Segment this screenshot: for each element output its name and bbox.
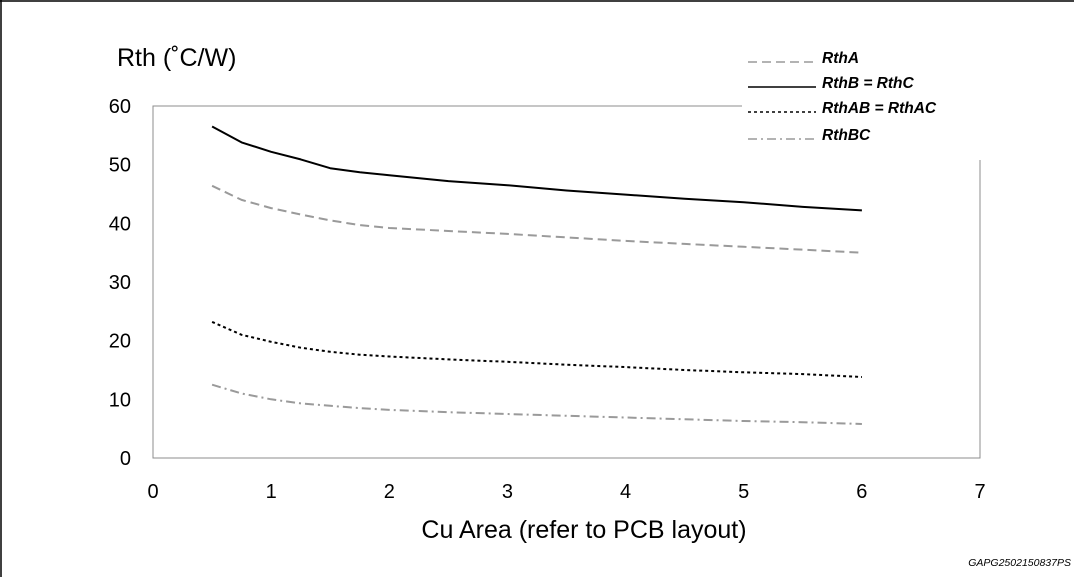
y-tick-label: 20 — [109, 331, 131, 353]
legend-label: RthB = RthC — [822, 75, 915, 92]
x-tick-label: 5 — [738, 481, 749, 503]
x-tick-label: 3 — [502, 481, 513, 503]
x-tick-label: 4 — [620, 481, 631, 503]
legend-background — [742, 40, 984, 160]
x-axis-title: Cu Area (refer to PCB layout) — [421, 516, 746, 544]
x-tick-label: 1 — [266, 481, 277, 503]
legend-label: RthAB = RthAC — [822, 100, 937, 117]
y-tick-label: 30 — [109, 272, 131, 294]
y-tick-label: 40 — [109, 213, 131, 235]
plot-area — [152, 105, 981, 459]
series-line-rtha — [211, 184, 862, 254]
plot-area-box — [152, 105, 981, 459]
x-tick-label: 0 — [147, 481, 158, 503]
series-line-rthbc — [211, 383, 862, 425]
series-line-rthab-rthac — [211, 320, 862, 378]
legend: RthA RthB = RthC RthAB = RthAC RthBC — [742, 40, 984, 160]
series-layer — [211, 125, 862, 425]
legend-label: RthA — [822, 50, 859, 67]
x-tick-label: 6 — [856, 481, 867, 503]
tick-labels: 0 1 2 3 4 5 6 7 0 10 20 30 40 50 60 — [109, 96, 986, 503]
x-tick-label: 2 — [384, 481, 395, 503]
footer-code: GAPG2502150837PS — [968, 557, 1071, 569]
y-tick-label: 60 — [109, 96, 131, 118]
y-axis-title: Rth (˚C/W) — [117, 44, 236, 72]
legend-label: RthBC — [822, 127, 871, 144]
series-line-rthb-rthc — [211, 125, 862, 212]
y-tick-label: 10 — [109, 389, 131, 411]
x-tick-label: 7 — [974, 481, 985, 503]
y-tick-label: 0 — [120, 448, 131, 470]
y-tick-label: 50 — [109, 155, 131, 177]
